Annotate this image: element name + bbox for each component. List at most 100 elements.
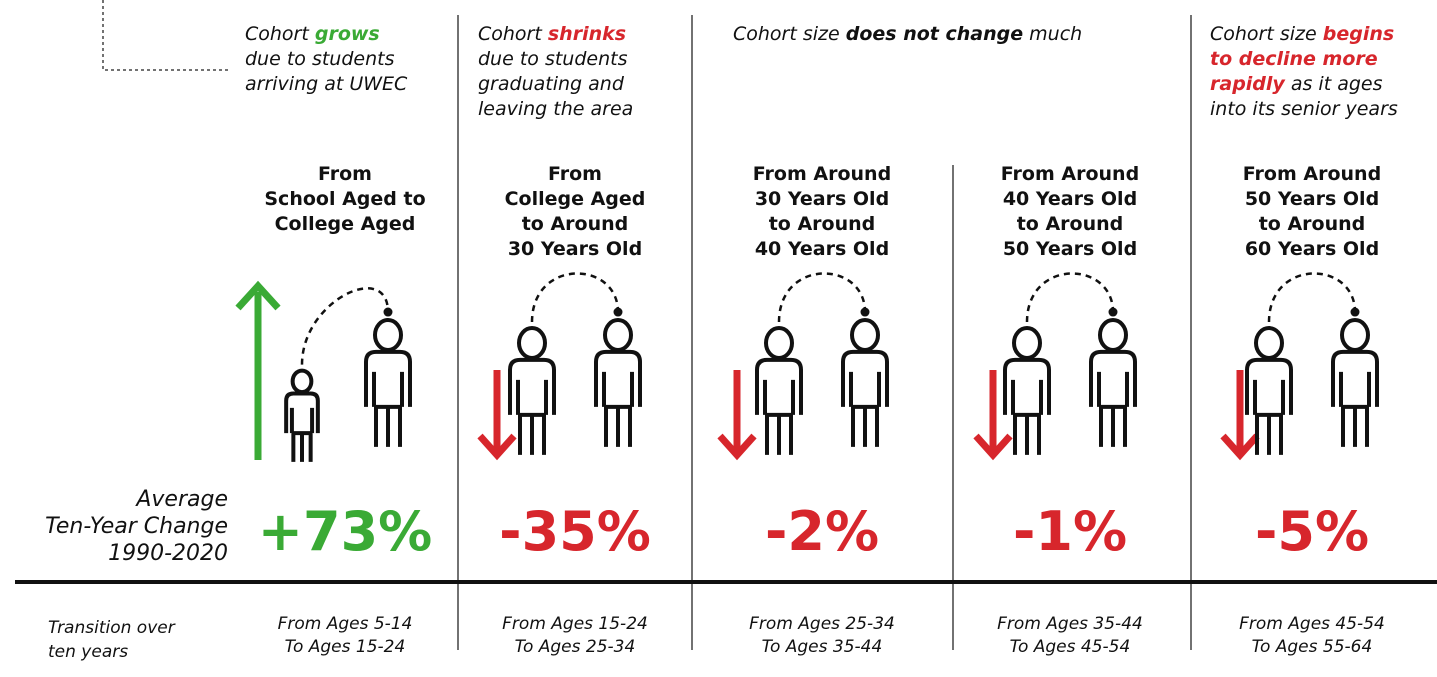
person-icon [1331, 318, 1379, 447]
heading-line: 50 Years Old [1244, 188, 1380, 210]
age-line: From Ages 25-34 [749, 614, 895, 634]
person-icon [1089, 318, 1137, 447]
down-arrow-head [717, 433, 757, 461]
leader-line [102, 0, 228, 71]
description-text: graduating and [478, 73, 624, 95]
age-line: To Ages 25-34 [514, 637, 636, 657]
description: Cohort grows due to students arriving at U… [245, 22, 407, 97]
age-line: To Ages 55-64 [1251, 637, 1373, 657]
description-line: to decline more [1210, 47, 1398, 72]
down-arrow-head [477, 433, 517, 461]
heading-line: 40 Years Old [1002, 188, 1138, 210]
description-line: rapidly as it ages [1210, 72, 1398, 97]
row-label-line: Average [136, 487, 228, 512]
description-line: Cohort size begins [1210, 22, 1398, 47]
description-text: due to students [245, 48, 395, 70]
person-icon [594, 318, 642, 447]
arc-dot [1108, 307, 1118, 317]
description-line: due to students [478, 47, 633, 72]
description: Cohort shrinks due to students graduating … [478, 22, 633, 122]
row-label-line: Transition over [48, 618, 175, 638]
change-value: -2% [702, 500, 942, 563]
age-range: From Ages 5-14 To Ages 15-24 [225, 613, 465, 659]
heading-line: to Around [1016, 213, 1124, 235]
age-line: To Ages 35-44 [761, 637, 883, 657]
description-text: Cohort [478, 23, 548, 45]
column-heading: From Around 30 Years Old to Around 40 Years… [702, 162, 942, 262]
heading-line: School Aged to [264, 188, 426, 210]
description: Cohort size does not change much [733, 22, 1082, 47]
column-heading: From College Aged to Around 30 Years Old [455, 162, 695, 262]
description-text: Cohort size [1210, 23, 1323, 45]
description: Cohort size begins to decline more rapidly… [1210, 22, 1398, 122]
down-arrow-head [1220, 433, 1260, 461]
transition-arc [777, 272, 867, 323]
row-label-line: ten years [48, 642, 129, 662]
heading-line: From Around [1000, 163, 1140, 185]
change-value: -5% [1192, 500, 1432, 563]
person-icon [1245, 326, 1293, 455]
change-text: -1% [1012, 500, 1128, 563]
heading-line: College Aged [504, 188, 646, 210]
description-text: due to students [478, 48, 628, 70]
description-text: does not change [845, 23, 1024, 45]
age-line: To Ages 15-24 [284, 637, 406, 657]
age-range: From Ages 25-34 To Ages 35-44 [702, 613, 942, 659]
description-line: leaving the area [478, 97, 633, 122]
heading-line: From [318, 163, 372, 185]
age-line: From Ages 45-54 [1239, 614, 1385, 634]
change-text: +73% [257, 500, 433, 563]
person-icon [508, 326, 556, 455]
change-value: -35% [455, 500, 695, 563]
transition-arc [1267, 272, 1357, 323]
age-range: From Ages 35-44 To Ages 45-54 [950, 613, 1190, 659]
heading-line: to Around [1258, 213, 1366, 235]
change-text: -2% [764, 500, 880, 563]
heading-line: From Around [752, 163, 892, 185]
arc-dot [1350, 307, 1360, 317]
description-text: shrinks [547, 23, 627, 45]
heading-line: to Around [521, 213, 629, 235]
description-text: grows [314, 23, 380, 45]
change-text: -35% [499, 500, 651, 563]
transition-arc [1025, 272, 1115, 323]
change-value: -1% [950, 500, 1190, 563]
age-line: To Ages 45-54 [1009, 637, 1131, 657]
change-value: +73% [225, 500, 465, 563]
description-text: Cohort [245, 23, 315, 45]
heading-line: to Around [768, 213, 876, 235]
up-arrow-head [235, 280, 281, 311]
description-text: Cohort size [733, 23, 846, 45]
description-text: leaving the area [478, 98, 634, 120]
age-range: From Ages 15-24 To Ages 25-34 [455, 613, 695, 659]
description-line: Cohort size does not change much [733, 22, 1082, 47]
heading-line: From [548, 163, 602, 185]
heading-line: 50 Years Old [1002, 238, 1138, 260]
change-text: -5% [1254, 500, 1370, 563]
person-icon [755, 326, 803, 455]
description-text: begins [1322, 23, 1395, 45]
description-line: Cohort shrinks [478, 22, 633, 47]
heading-line: 30 Years Old [754, 188, 890, 210]
description-text: to decline more [1210, 48, 1378, 70]
age-line: From Ages 15-24 [502, 614, 648, 634]
row-label-line: Ten-Year Change [45, 514, 228, 539]
heading-line: College Aged [274, 213, 416, 235]
age-range: From Ages 45-54 To Ages 55-64 [1192, 613, 1432, 659]
row-label: Transition over ten years [48, 616, 175, 664]
age-line: From Ages 5-14 [277, 614, 413, 634]
person-icon [364, 318, 412, 447]
person-icon [284, 368, 320, 462]
heading-line: 40 Years Old [754, 238, 890, 260]
description-line: arriving at UWEC [245, 72, 407, 97]
description-line: due to students [245, 47, 407, 72]
down-arrow-head [973, 433, 1013, 461]
description-text: arriving at UWEC [245, 73, 408, 95]
arc-dot [613, 307, 623, 317]
row-label: Average Ten-Year Change 1990-2020 [0, 486, 228, 567]
heading-line: From Around [1242, 163, 1382, 185]
description-text: as it ages [1284, 73, 1383, 95]
row-label-line: 1990-2020 [108, 541, 228, 566]
heading-line: 60 Years Old [1244, 238, 1380, 260]
